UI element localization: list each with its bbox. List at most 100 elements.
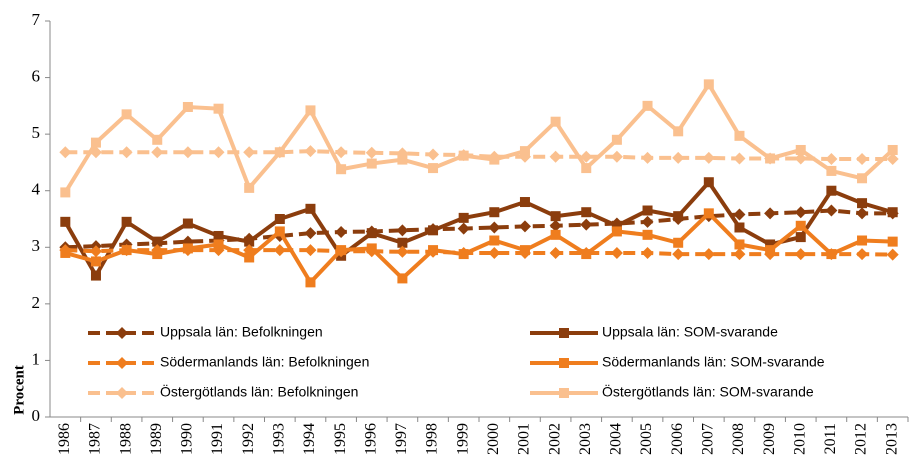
marker xyxy=(672,151,685,164)
marker xyxy=(825,153,838,166)
x-tick-label: 2006 xyxy=(669,423,686,455)
marker xyxy=(488,221,501,234)
marker xyxy=(734,130,745,141)
marker xyxy=(305,105,316,116)
marker xyxy=(550,116,561,127)
marker xyxy=(733,152,746,165)
marker xyxy=(610,246,623,259)
marker xyxy=(243,146,256,159)
x-tick-label: 1987 xyxy=(87,423,104,455)
series-line xyxy=(63,178,894,280)
marker xyxy=(703,177,714,188)
marker xyxy=(213,230,224,241)
legend-label: Uppsala län: SOM-svarande xyxy=(602,324,778,340)
marker xyxy=(559,358,569,368)
marker xyxy=(90,270,101,281)
y-tick-label: 7 xyxy=(32,10,41,29)
marker xyxy=(305,277,316,288)
x-tick-label: 2004 xyxy=(608,423,625,455)
marker xyxy=(580,150,593,163)
marker xyxy=(458,249,469,260)
marker xyxy=(397,154,408,165)
marker xyxy=(795,220,806,231)
x-tick-label: 2009 xyxy=(761,423,778,455)
marker xyxy=(60,216,71,227)
marker xyxy=(489,207,500,218)
marker xyxy=(549,150,562,163)
marker xyxy=(765,239,776,250)
marker xyxy=(580,218,593,231)
series xyxy=(60,208,898,288)
x-tick-label: 2011 xyxy=(822,423,839,454)
marker xyxy=(397,273,408,284)
marker xyxy=(366,158,377,169)
marker xyxy=(856,207,869,220)
x-tick-label: 2008 xyxy=(730,423,747,455)
marker xyxy=(182,243,193,254)
marker xyxy=(213,103,224,114)
marker xyxy=(366,228,377,239)
marker xyxy=(458,212,469,223)
x-tick-label: 1994 xyxy=(301,423,318,455)
marker xyxy=(825,204,838,217)
marker xyxy=(549,219,562,232)
x-tick-label: 2000 xyxy=(485,423,502,455)
marker xyxy=(335,226,348,239)
marker xyxy=(826,185,837,196)
marker xyxy=(550,211,561,222)
marker xyxy=(89,245,102,258)
marker xyxy=(765,245,776,256)
marker xyxy=(794,152,807,165)
x-tick-label: 1993 xyxy=(270,423,287,455)
x-tick-label: 2013 xyxy=(883,423,900,455)
legend-label: Östergötlands län: SOM-svarande xyxy=(602,383,814,400)
marker xyxy=(59,146,72,159)
x-tick-label: 2010 xyxy=(791,423,808,455)
marker xyxy=(121,216,132,227)
marker xyxy=(673,126,684,137)
series-line xyxy=(65,248,893,257)
marker xyxy=(673,211,684,222)
marker xyxy=(489,235,500,246)
marker xyxy=(857,235,868,246)
marker xyxy=(856,153,869,166)
marker xyxy=(305,203,316,214)
marker xyxy=(213,239,224,250)
marker xyxy=(336,164,347,175)
x-tick-label: 2002 xyxy=(546,423,563,455)
series xyxy=(60,79,898,198)
marker xyxy=(304,145,317,158)
marker xyxy=(519,245,530,256)
marker xyxy=(304,244,317,257)
marker xyxy=(887,207,898,218)
legend-label: Uppsala län: Befolkningen xyxy=(160,324,323,340)
marker xyxy=(826,165,837,176)
marker xyxy=(581,163,592,174)
marker xyxy=(90,256,101,267)
marker xyxy=(244,236,255,247)
marker xyxy=(886,248,899,261)
marker xyxy=(335,146,348,159)
legend-label: Östergötlands län: Befolkningen xyxy=(160,383,358,400)
marker xyxy=(826,249,837,260)
marker xyxy=(397,237,408,248)
marker xyxy=(396,224,409,237)
marker xyxy=(795,232,806,243)
marker xyxy=(274,226,285,237)
marker xyxy=(304,227,317,240)
x-tick-label: 2001 xyxy=(516,423,533,455)
marker xyxy=(428,225,439,236)
y-tick-label: 4 xyxy=(32,180,41,199)
marker xyxy=(457,222,470,235)
marker xyxy=(152,249,163,260)
marker xyxy=(336,245,347,256)
marker xyxy=(116,387,128,399)
marker xyxy=(734,222,745,233)
marker xyxy=(428,163,439,174)
x-tick-label: 1991 xyxy=(209,423,226,455)
marker xyxy=(886,153,899,166)
marker xyxy=(151,146,164,159)
marker xyxy=(152,236,163,247)
